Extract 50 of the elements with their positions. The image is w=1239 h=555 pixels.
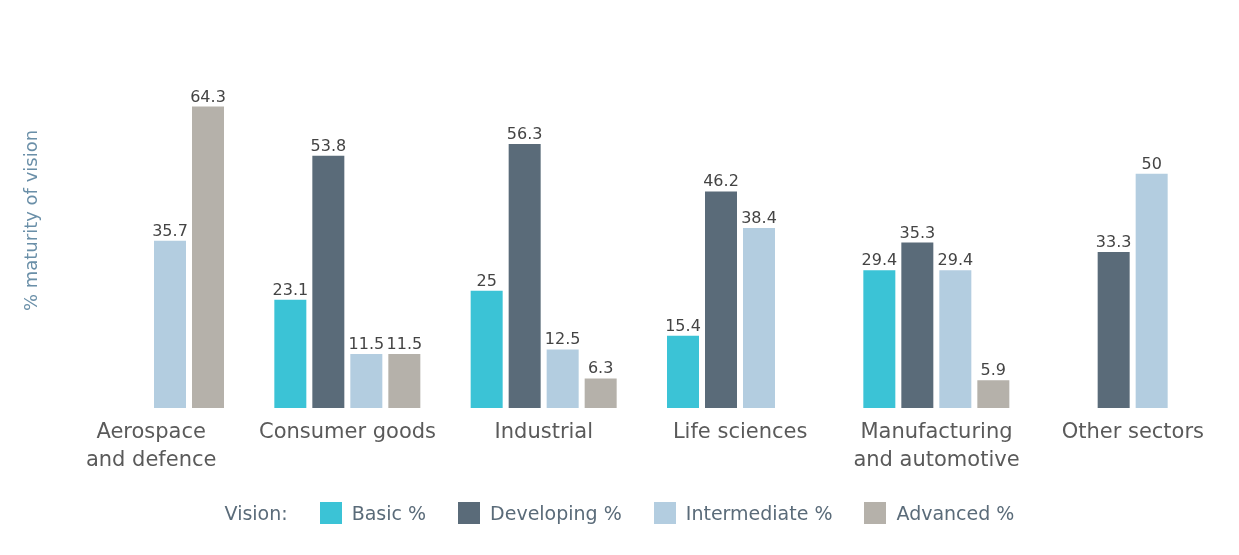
legend-label: Advanced % — [895, 502, 1015, 524]
bar — [312, 155, 345, 408]
bar — [192, 106, 224, 408]
bar — [584, 378, 617, 408]
data-label: 12.5 — [544, 329, 581, 349]
data-label: 35.7 — [152, 220, 188, 240]
bar — [901, 242, 934, 408]
data-label: 46.2 — [703, 171, 739, 191]
data-label: 11.5 — [348, 334, 385, 354]
bar — [546, 349, 579, 408]
data-label: 53.8 — [310, 135, 347, 155]
data-label: 29.4 — [861, 250, 898, 270]
bar — [863, 270, 896, 408]
data-label: 23.1 — [272, 279, 309, 299]
bar — [350, 354, 383, 408]
bar — [705, 191, 737, 408]
bar — [977, 380, 1010, 408]
y-axis-title: % maturity of vision — [20, 129, 42, 312]
bar — [1097, 251, 1130, 408]
data-label: 50 — [1141, 153, 1162, 173]
bar — [508, 144, 541, 408]
data-label: 35.3 — [899, 222, 936, 242]
bar — [743, 228, 775, 408]
bar — [154, 240, 186, 408]
bar — [470, 290, 503, 408]
x-tick-label: Consumer goods — [258, 419, 437, 443]
bar — [388, 354, 421, 408]
bar — [274, 299, 307, 408]
legend-title: Vision: — [224, 502, 288, 524]
data-label: 5.9 — [980, 360, 1007, 380]
data-label: 6.3 — [587, 358, 614, 378]
x-tick-label: Manufacturing and automotive — [853, 419, 1020, 471]
x-tick-label: Industrial — [494, 419, 594, 443]
data-label: 25 — [476, 270, 497, 290]
x-tick-label: Aerospace and defence — [85, 419, 217, 471]
data-label: 29.4 — [937, 250, 974, 270]
x-tick-label: Life sciences — [672, 419, 808, 443]
bar — [1135, 173, 1168, 408]
data-label: 56.3 — [506, 124, 543, 144]
legend-label: Developing % — [489, 502, 622, 524]
bar — [939, 270, 972, 408]
x-tick-label: Other sectors — [1061, 419, 1205, 443]
data-label: 11.5 — [386, 334, 423, 354]
data-label: 38.4 — [741, 208, 777, 227]
legend-label: Intermediate % — [684, 502, 833, 524]
data-label: 15.4 — [665, 315, 701, 335]
bar — [667, 335, 699, 408]
data-label: 64.3 — [190, 86, 226, 106]
legend-label: Basic % — [350, 502, 427, 524]
data-label: 33.3 — [1095, 231, 1132, 251]
